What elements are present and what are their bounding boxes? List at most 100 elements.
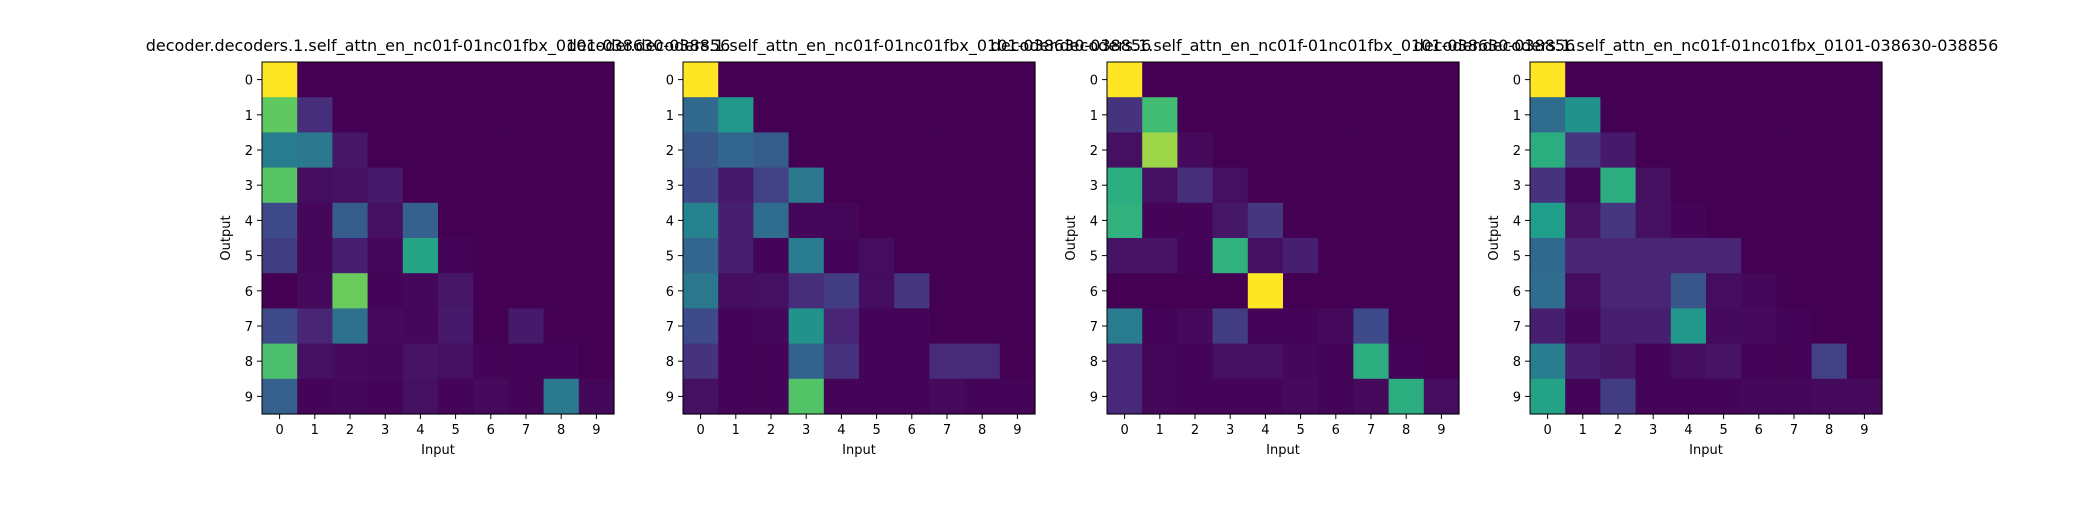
heatmap-cell-r0-c8 bbox=[964, 62, 1001, 98]
heatmap-cell-r7-c5 bbox=[859, 308, 895, 345]
heatmap-cell-r4-c1 bbox=[297, 202, 333, 239]
heatmap-cell-r5-c7 bbox=[1776, 238, 1813, 274]
heatmap-cell-r1-c2 bbox=[1177, 97, 1214, 133]
heatmap-cell-r8-c8 bbox=[1388, 343, 1425, 380]
heatmap-cell-r0-c6 bbox=[473, 62, 509, 98]
heatmap-cell-r3-c2 bbox=[1177, 167, 1214, 204]
heatmap-cell-r9-c9 bbox=[1423, 378, 1460, 415]
heatmap-cell-r1-c0 bbox=[1530, 97, 1566, 133]
x-tick-label: 8 bbox=[1825, 423, 1833, 438]
heatmap-cell-r1-c6 bbox=[473, 97, 509, 133]
heatmap-cell-r9-c2 bbox=[1600, 378, 1637, 415]
heatmap-cell-r4-c8 bbox=[1388, 202, 1425, 239]
heatmap-cell-r8-c8 bbox=[964, 343, 1001, 380]
heatmap-cell-r8-c0 bbox=[1530, 343, 1566, 380]
heatmap-cell-r1-c7 bbox=[1776, 97, 1813, 133]
heatmap-cell-r2-c0 bbox=[1107, 132, 1143, 169]
heatmap-cell-r0-c2 bbox=[1600, 62, 1637, 98]
heatmap-cell-r8-c4 bbox=[402, 343, 439, 380]
x-tick-label: 7 bbox=[1790, 423, 1798, 438]
heatmap-cell-r7-c1 bbox=[1565, 308, 1601, 345]
heatmap-cell-r9-c3 bbox=[367, 378, 404, 415]
heatmap-cell-r6-c4 bbox=[402, 273, 439, 309]
heatmap-cell-r8-c7 bbox=[1776, 343, 1813, 380]
heatmap-cell-r9-c2 bbox=[753, 378, 790, 415]
heatmap-cell-r3-c4 bbox=[1247, 167, 1284, 204]
heatmap-cell-r6-c0 bbox=[1530, 273, 1566, 309]
heatmap-cell-r1-c1 bbox=[1565, 97, 1601, 133]
heatmap-cell-r7-c2 bbox=[332, 308, 369, 345]
heatmap-cell-r2-c2 bbox=[753, 132, 790, 169]
x-axis-label: Input bbox=[842, 443, 876, 458]
heatmap-cell-r7-c3 bbox=[367, 308, 404, 345]
heatmap-cell-r9-c5 bbox=[438, 378, 474, 415]
heatmap-cell-r2-c8 bbox=[1811, 132, 1848, 169]
heatmap-cell-r6-c8 bbox=[1811, 273, 1848, 309]
heatmap-cell-r5-c4 bbox=[1670, 238, 1707, 274]
heatmap-cell-r2-c6 bbox=[1318, 132, 1354, 169]
heatmap-cell-r5-c9 bbox=[1846, 238, 1883, 274]
heatmap-cell-r7-c1 bbox=[1142, 308, 1178, 345]
heatmap-cell-r4-c9 bbox=[578, 202, 615, 239]
heatmap-cell-r5-c4 bbox=[823, 238, 860, 274]
heatmap-cell-r5-c9 bbox=[999, 238, 1036, 274]
heatmap-cell-r3-c2 bbox=[753, 167, 790, 204]
heatmap-cell-r7-c6 bbox=[473, 308, 509, 345]
heatmap-cell-r2-c5 bbox=[1283, 132, 1319, 169]
y-tick-label: 0 bbox=[245, 74, 253, 89]
heatmap-cell-r5-c5 bbox=[438, 238, 474, 274]
heatmap-cell-r4-c6 bbox=[894, 202, 930, 239]
heatmap-cell-r8-c5 bbox=[1706, 343, 1742, 380]
heatmap-cell-r5-c8 bbox=[964, 238, 1001, 274]
y-tick-label: 4 bbox=[666, 214, 674, 229]
heatmap-cell-r5-c8 bbox=[543, 238, 580, 274]
x-tick-label: 9 bbox=[1013, 423, 1021, 438]
heatmap-cell-r1-c8 bbox=[543, 97, 580, 133]
y-tick-label: 0 bbox=[1513, 74, 1521, 89]
heatmap-cell-r0-c9 bbox=[1423, 62, 1460, 98]
heatmap-cell-r3-c1 bbox=[1565, 167, 1601, 204]
x-tick-label: 5 bbox=[1296, 423, 1304, 438]
heatmap-cell-r6-c5 bbox=[1283, 273, 1319, 309]
heatmap-cell-r0-c5 bbox=[859, 62, 895, 98]
heatmap-cell-r4-c2 bbox=[753, 202, 790, 239]
heatmap-cell-r0-c6 bbox=[1318, 62, 1354, 98]
heatmap-cell-r0-c8 bbox=[1388, 62, 1425, 98]
heatmap-cell-r7-c2 bbox=[1600, 308, 1637, 345]
heatmap-cell-r0-c5 bbox=[1706, 62, 1742, 98]
x-tick-label: 7 bbox=[1367, 423, 1375, 438]
heatmap-cell-r0-c0 bbox=[1530, 62, 1566, 98]
x-tick-label: 4 bbox=[416, 423, 424, 438]
heatmap-cell-r9-c9 bbox=[578, 378, 615, 415]
heatmap-cell-r7-c7 bbox=[929, 308, 966, 345]
y-tick-label: 9 bbox=[245, 390, 253, 405]
heatmap-cell-r2-c0 bbox=[262, 132, 298, 169]
x-tick-label: 1 bbox=[1156, 423, 1164, 438]
heatmap-cell-r8-c8 bbox=[1811, 343, 1848, 380]
heatmap-cell-r3-c6 bbox=[894, 167, 930, 204]
x-tick-label: 3 bbox=[1226, 423, 1234, 438]
heatmap-cell-r4-c3 bbox=[1635, 202, 1672, 239]
panel-title: decoder.decoders.1.self_attn_en_nc01f-01… bbox=[567, 36, 1152, 56]
heatmap-cell-r3-c9 bbox=[1846, 167, 1883, 204]
heatmap-cell-r2-c1 bbox=[1565, 132, 1601, 169]
heatmap-cell-r4-c8 bbox=[964, 202, 1001, 239]
heatmap-cell-r3-c3 bbox=[1212, 167, 1249, 204]
heatmap-cell-r2-c5 bbox=[859, 132, 895, 169]
heatmap-cell-r0-c2 bbox=[332, 62, 369, 98]
heatmap-cell-r5-c5 bbox=[1283, 238, 1319, 274]
heatmap-cell-r5-c7 bbox=[1353, 238, 1390, 274]
heatmap-cell-r1-c3 bbox=[1635, 97, 1672, 133]
heatmap-cell-r7-c9 bbox=[578, 308, 615, 345]
heatmap-cell-r9-c4 bbox=[823, 378, 860, 415]
heatmap-cell-r6-c3 bbox=[788, 273, 825, 309]
heatmap-cell-r7-c9 bbox=[1846, 308, 1883, 345]
heatmap-cell-r5-c4 bbox=[402, 238, 439, 274]
heatmap-cell-r0-c1 bbox=[1565, 62, 1601, 98]
x-tick-label: 2 bbox=[1191, 423, 1199, 438]
y-tick-label: 8 bbox=[245, 355, 253, 370]
heatmap-cell-r4-c7 bbox=[1353, 202, 1390, 239]
heatmap-cell-r8-c1 bbox=[718, 343, 754, 380]
heatmap-cell-r9-c5 bbox=[1706, 378, 1742, 415]
heatmap-cell-r0-c7 bbox=[929, 62, 966, 98]
